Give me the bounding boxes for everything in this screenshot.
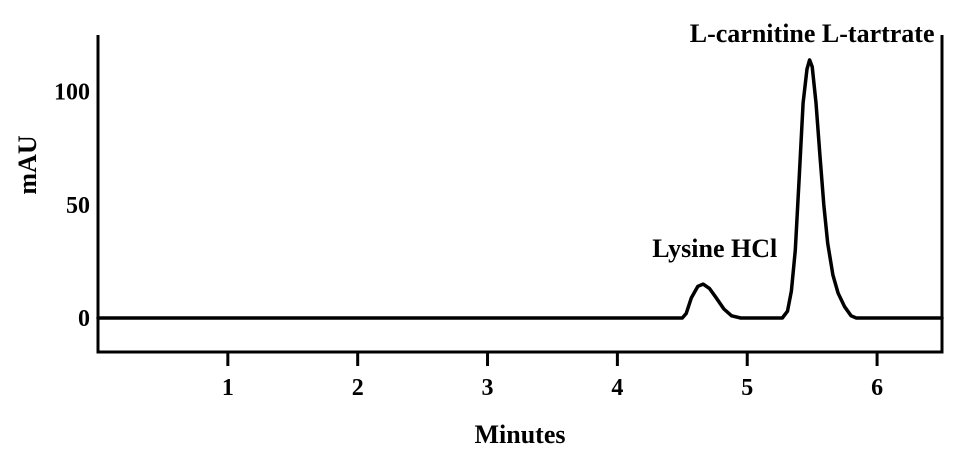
y-tick-label: 50 [66, 193, 90, 219]
x-tick-label: 3 [482, 375, 494, 401]
x-tick-label: 4 [611, 375, 623, 401]
x-tick-label: 5 [741, 375, 753, 401]
peak-annotation: Lysine HCl [652, 234, 777, 263]
x-tick-label: 6 [871, 375, 883, 401]
ticks: 1 2 3 4 5 6 0 50 100 [54, 80, 883, 401]
x-tick-label: 1 [222, 375, 234, 401]
y-axis-label: mAU [13, 135, 42, 194]
x-axis-label: Minutes [475, 420, 566, 449]
y-tick-label: 0 [78, 306, 90, 332]
chromatogram-trace [96, 58, 944, 320]
annotations: Lysine HCl L-carnitine L-tartrate [652, 19, 934, 263]
y-tick-label: 100 [54, 80, 90, 106]
x-tick-label: 2 [352, 375, 364, 401]
trace-layer [96, 58, 944, 320]
labels: Minutes mAU [13, 135, 566, 449]
axes [96, 35, 944, 354]
peak-annotation: L-carnitine L-tartrate [690, 19, 935, 48]
